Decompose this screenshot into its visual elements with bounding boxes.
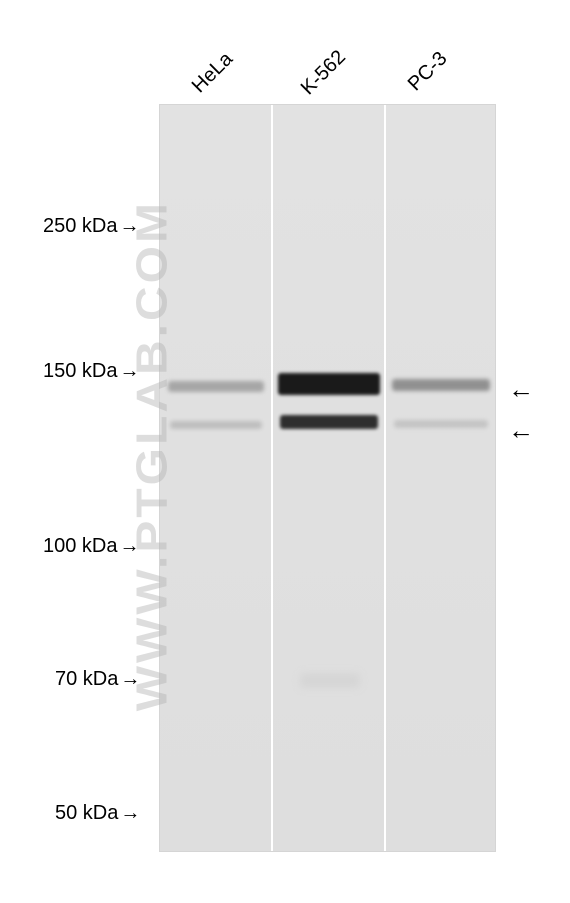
indicator-arrow-upper: ← <box>508 374 534 405</box>
band-hela-lower <box>170 421 262 429</box>
lane-label-hela: HeLa <box>188 48 238 98</box>
indicator-arrow-lower: ← <box>508 415 534 446</box>
mw-marker-100: 100 kDa→ <box>43 535 140 558</box>
lane-label-k562: K-562 <box>297 46 351 100</box>
blot-figure: HeLa K-562 PC-3 250 kDa→ 150 kDa→ 100 kD… <box>0 0 570 903</box>
mw-marker-250: 250 kDa→ <box>43 215 140 238</box>
band-k562-lower <box>280 415 378 429</box>
band-hela-upper <box>168 381 264 392</box>
band-pc3-upper <box>392 379 490 391</box>
mw-marker-50: 50 kDa→ <box>55 802 140 825</box>
lane-divider <box>384 105 386 851</box>
lane-label-pc3: PC-3 <box>404 48 452 96</box>
faint-smudge <box>300 673 360 688</box>
band-k562-upper <box>278 373 380 395</box>
mw-marker-70: 70 kDa→ <box>55 668 140 691</box>
blot-membrane <box>159 104 496 852</box>
mw-marker-150: 150 kDa→ <box>43 360 140 383</box>
band-pc3-lower <box>394 420 488 428</box>
lane-divider <box>271 105 273 851</box>
